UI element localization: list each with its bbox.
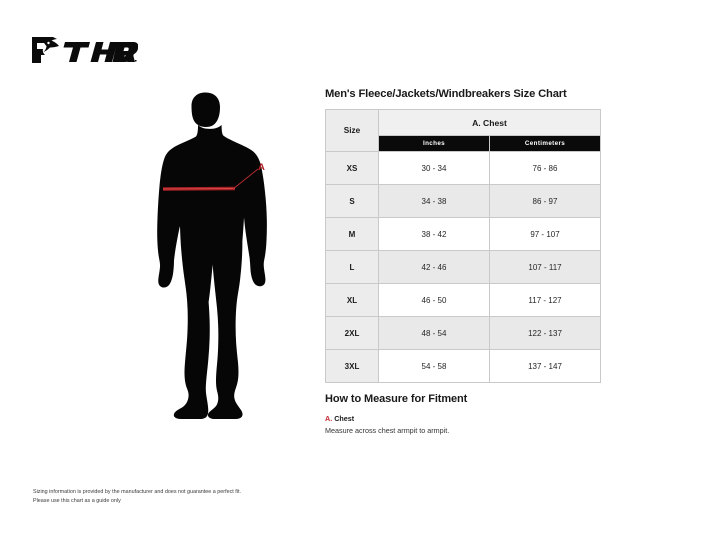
cell-inches: 42 - 46 — [378, 250, 490, 284]
cell-inches: 54 - 58 — [378, 349, 490, 383]
disclaimer-line-2: Please use this chart as a guide only — [33, 498, 121, 505]
thor-helmet-icon — [32, 37, 138, 63]
cell-size: 3XL — [325, 349, 379, 383]
cell-size: XL — [325, 283, 379, 317]
cell-inches: 48 - 54 — [378, 316, 490, 350]
header-inches: Inches — [378, 135, 490, 152]
table-row: 2XL 48 - 54 122 - 137 — [325, 316, 601, 350]
table-row: XL 46 - 50 117 - 127 — [325, 283, 601, 317]
table-row: M 38 - 42 97 - 107 — [325, 217, 601, 251]
measure-item-name: Chest — [334, 414, 355, 423]
cell-inches: 46 - 50 — [378, 283, 490, 317]
cell-size: L — [325, 250, 379, 284]
male-body-silhouette-icon — [157, 92, 267, 419]
how-to-measure-section: How to Measure for Fitment A. Chest Meas… — [325, 393, 605, 435]
cell-centimeters: 122 - 137 — [489, 316, 601, 350]
table-row: 3XL 54 - 58 137 - 147 — [325, 349, 601, 383]
cell-inches: 30 - 34 — [378, 151, 490, 185]
chest-measure-line-icon — [162, 168, 259, 191]
measure-item-description: Measure across chest armpit to armpit. — [325, 426, 450, 435]
brand-logo — [28, 27, 138, 73]
cell-centimeters: 107 - 117 — [489, 250, 601, 284]
cell-centimeters: 137 - 147 — [489, 349, 601, 383]
cell-centimeters: 76 - 86 — [489, 151, 601, 185]
size-chart-table: Size A. Chest Inches Centimeters XS 30 -… — [325, 108, 601, 383]
disclaimer: Sizing information is provided by the ma… — [33, 488, 353, 507]
how-to-measure-title: How to Measure for Fitment — [325, 393, 468, 405]
header-size: Size — [325, 109, 379, 152]
table-header-row-group: Size A. Chest — [325, 108, 601, 152]
chart-title: Men's Fleece/Jackets/Windbreakers Size C… — [325, 88, 567, 100]
table-row: S 34 - 38 86 - 97 — [325, 184, 601, 218]
disclaimer-line-1: Sizing information is provided by the ma… — [33, 489, 241, 495]
body-figure-diagram: A — [130, 92, 300, 437]
cell-centimeters: 97 - 107 — [489, 217, 601, 251]
figure-callout-a: A — [258, 162, 265, 173]
cell-centimeters: 117 - 127 — [489, 283, 601, 317]
cell-size: XS — [325, 151, 379, 185]
header-centimeters: Centimeters — [489, 135, 601, 152]
measure-marker: A. — [325, 414, 333, 423]
table-row: XS 30 - 34 76 - 86 — [325, 151, 601, 185]
cell-size: S — [325, 184, 379, 218]
cell-size: 2XL — [325, 316, 379, 350]
cell-inches: 38 - 42 — [378, 217, 490, 251]
cell-centimeters: 86 - 97 — [489, 184, 601, 218]
cell-inches: 34 - 38 — [378, 184, 490, 218]
cell-size: M — [325, 217, 379, 251]
size-chart-panel: Men's Fleece/Jackets/Windbreakers Size C… — [325, 88, 601, 383]
header-chest-group: A. Chest — [378, 108, 601, 137]
measure-item-label: A. Chest — [325, 414, 605, 423]
table-row: L 42 - 46 107 - 117 — [325, 250, 601, 284]
